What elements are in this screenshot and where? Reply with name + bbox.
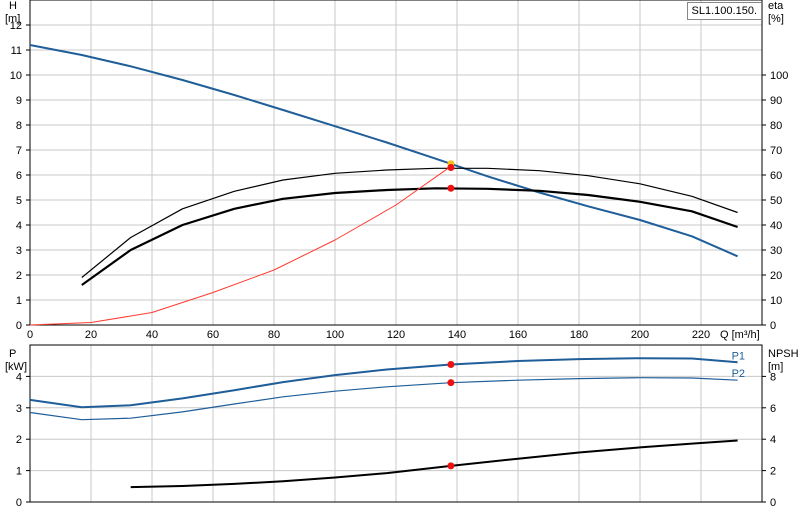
top-series-3-line [29, 165, 452, 326]
top-x-tick-label: 0 [27, 329, 33, 341]
top-left-tick-label: 6 [16, 170, 22, 182]
top-series-0-line [29, 44, 739, 258]
bottom-right-tick-label: 2 [770, 466, 776, 478]
top-x-tick-label: 100 [326, 329, 344, 341]
top-right-tick-label: 30 [770, 245, 782, 257]
top-x-tick-label: 40 [146, 329, 158, 341]
bottom-left-tick-label: 2 [16, 434, 22, 446]
bottom-left-tick-label: 4 [16, 371, 22, 383]
top-plot-frame [29, 0, 763, 326]
bottom-left-tick-label: 0 [16, 497, 22, 509]
top-left-tick-label: 9 [16, 95, 22, 107]
bottom-plot-frame [29, 344, 763, 503]
bottom-series-label-p1: P1 [732, 350, 745, 362]
top-x-tick-label: 80 [268, 329, 280, 341]
bottom-series-label-p2: P2 [732, 368, 745, 380]
top-x-tick-label: 140 [448, 329, 466, 341]
top-left-tick-label: 11 [11, 45, 22, 57]
top-x-tick-label: 220 [692, 329, 710, 341]
bottom-duty-point-marker [447, 360, 455, 368]
top-right-tick-label: 80 [770, 120, 782, 132]
top-right-tick-label: 50 [770, 195, 782, 207]
top-left-tick-label: 1 [16, 295, 22, 307]
top-x-tick-label: 120 [387, 329, 405, 341]
top-right-axis-label-top: eta [768, 0, 784, 12]
top-x-tick-label: 60 [207, 329, 219, 341]
top-x-tick-label: 160 [509, 329, 527, 341]
top-right-tick-label: 10 [770, 295, 782, 307]
top-duty-point-marker [447, 184, 455, 192]
top-x-tick-label: 200 [631, 329, 649, 341]
bottom-duty-point-marker [447, 379, 455, 387]
bottom-series-p1-line [29, 357, 738, 409]
bottom-right-axis-label-unit: [m] [768, 361, 783, 373]
top-right-tick-label: 60 [770, 170, 782, 182]
top-left-tick-label: 3 [16, 245, 22, 257]
top-right-tick-label: 40 [770, 220, 782, 232]
top-x-axis-label: Q [m³/h] [720, 329, 760, 341]
top-left-tick-label: 5 [16, 195, 22, 207]
top-right-tick-label: 20 [770, 270, 782, 282]
top-right-tick-label: 100 [770, 70, 788, 82]
top-left-tick-label: 2 [16, 270, 22, 282]
top-left-tick-label: 8 [16, 120, 22, 132]
top-x-tick-label: 180 [570, 329, 588, 341]
top-duty-point-marker [447, 164, 455, 171]
top-series-2-line [81, 187, 738, 286]
top-right-tick-label: 70 [770, 145, 782, 157]
bottom-left-tick-label: 3 [16, 403, 22, 415]
bottom-series-2-line [130, 439, 738, 489]
bottom-left-axis-label-unit: [kW] [5, 361, 27, 373]
bottom-left-tick-label: 1 [16, 466, 22, 478]
top-left-tick-label: 7 [16, 145, 22, 157]
bottom-right-tick-label: 0 [770, 497, 776, 509]
top-right-tick-label: 0 [770, 320, 776, 332]
top-left-axis-label-unit: [m] [5, 13, 20, 25]
top-left-tick-label: 10 [10, 70, 22, 82]
bottom-left-axis-label-top: P [9, 348, 16, 360]
bottom-right-axis-label-top: NPSH [768, 348, 799, 360]
top-right-axis-label-unit: [%] [768, 13, 784, 25]
top-x-tick-label: 20 [85, 329, 97, 341]
top-right-tick-label: 90 [770, 95, 782, 107]
bottom-right-tick-label: 4 [770, 434, 776, 446]
top-left-tick-label: 4 [16, 220, 22, 232]
bottom-series-p2-line [29, 377, 738, 421]
top-left-axis-label-top: H [9, 0, 17, 12]
bottom-right-tick-label: 6 [770, 403, 776, 415]
curve-title: SL1.100.150. [686, 2, 762, 20]
bottom-duty-point-marker [447, 462, 455, 470]
top-series-1-line [81, 167, 738, 278]
top-left-tick-label: 0 [16, 320, 22, 332]
bottom-right-tick-label: 8 [770, 371, 776, 383]
top-left-tick-label: 12 [10, 20, 22, 32]
